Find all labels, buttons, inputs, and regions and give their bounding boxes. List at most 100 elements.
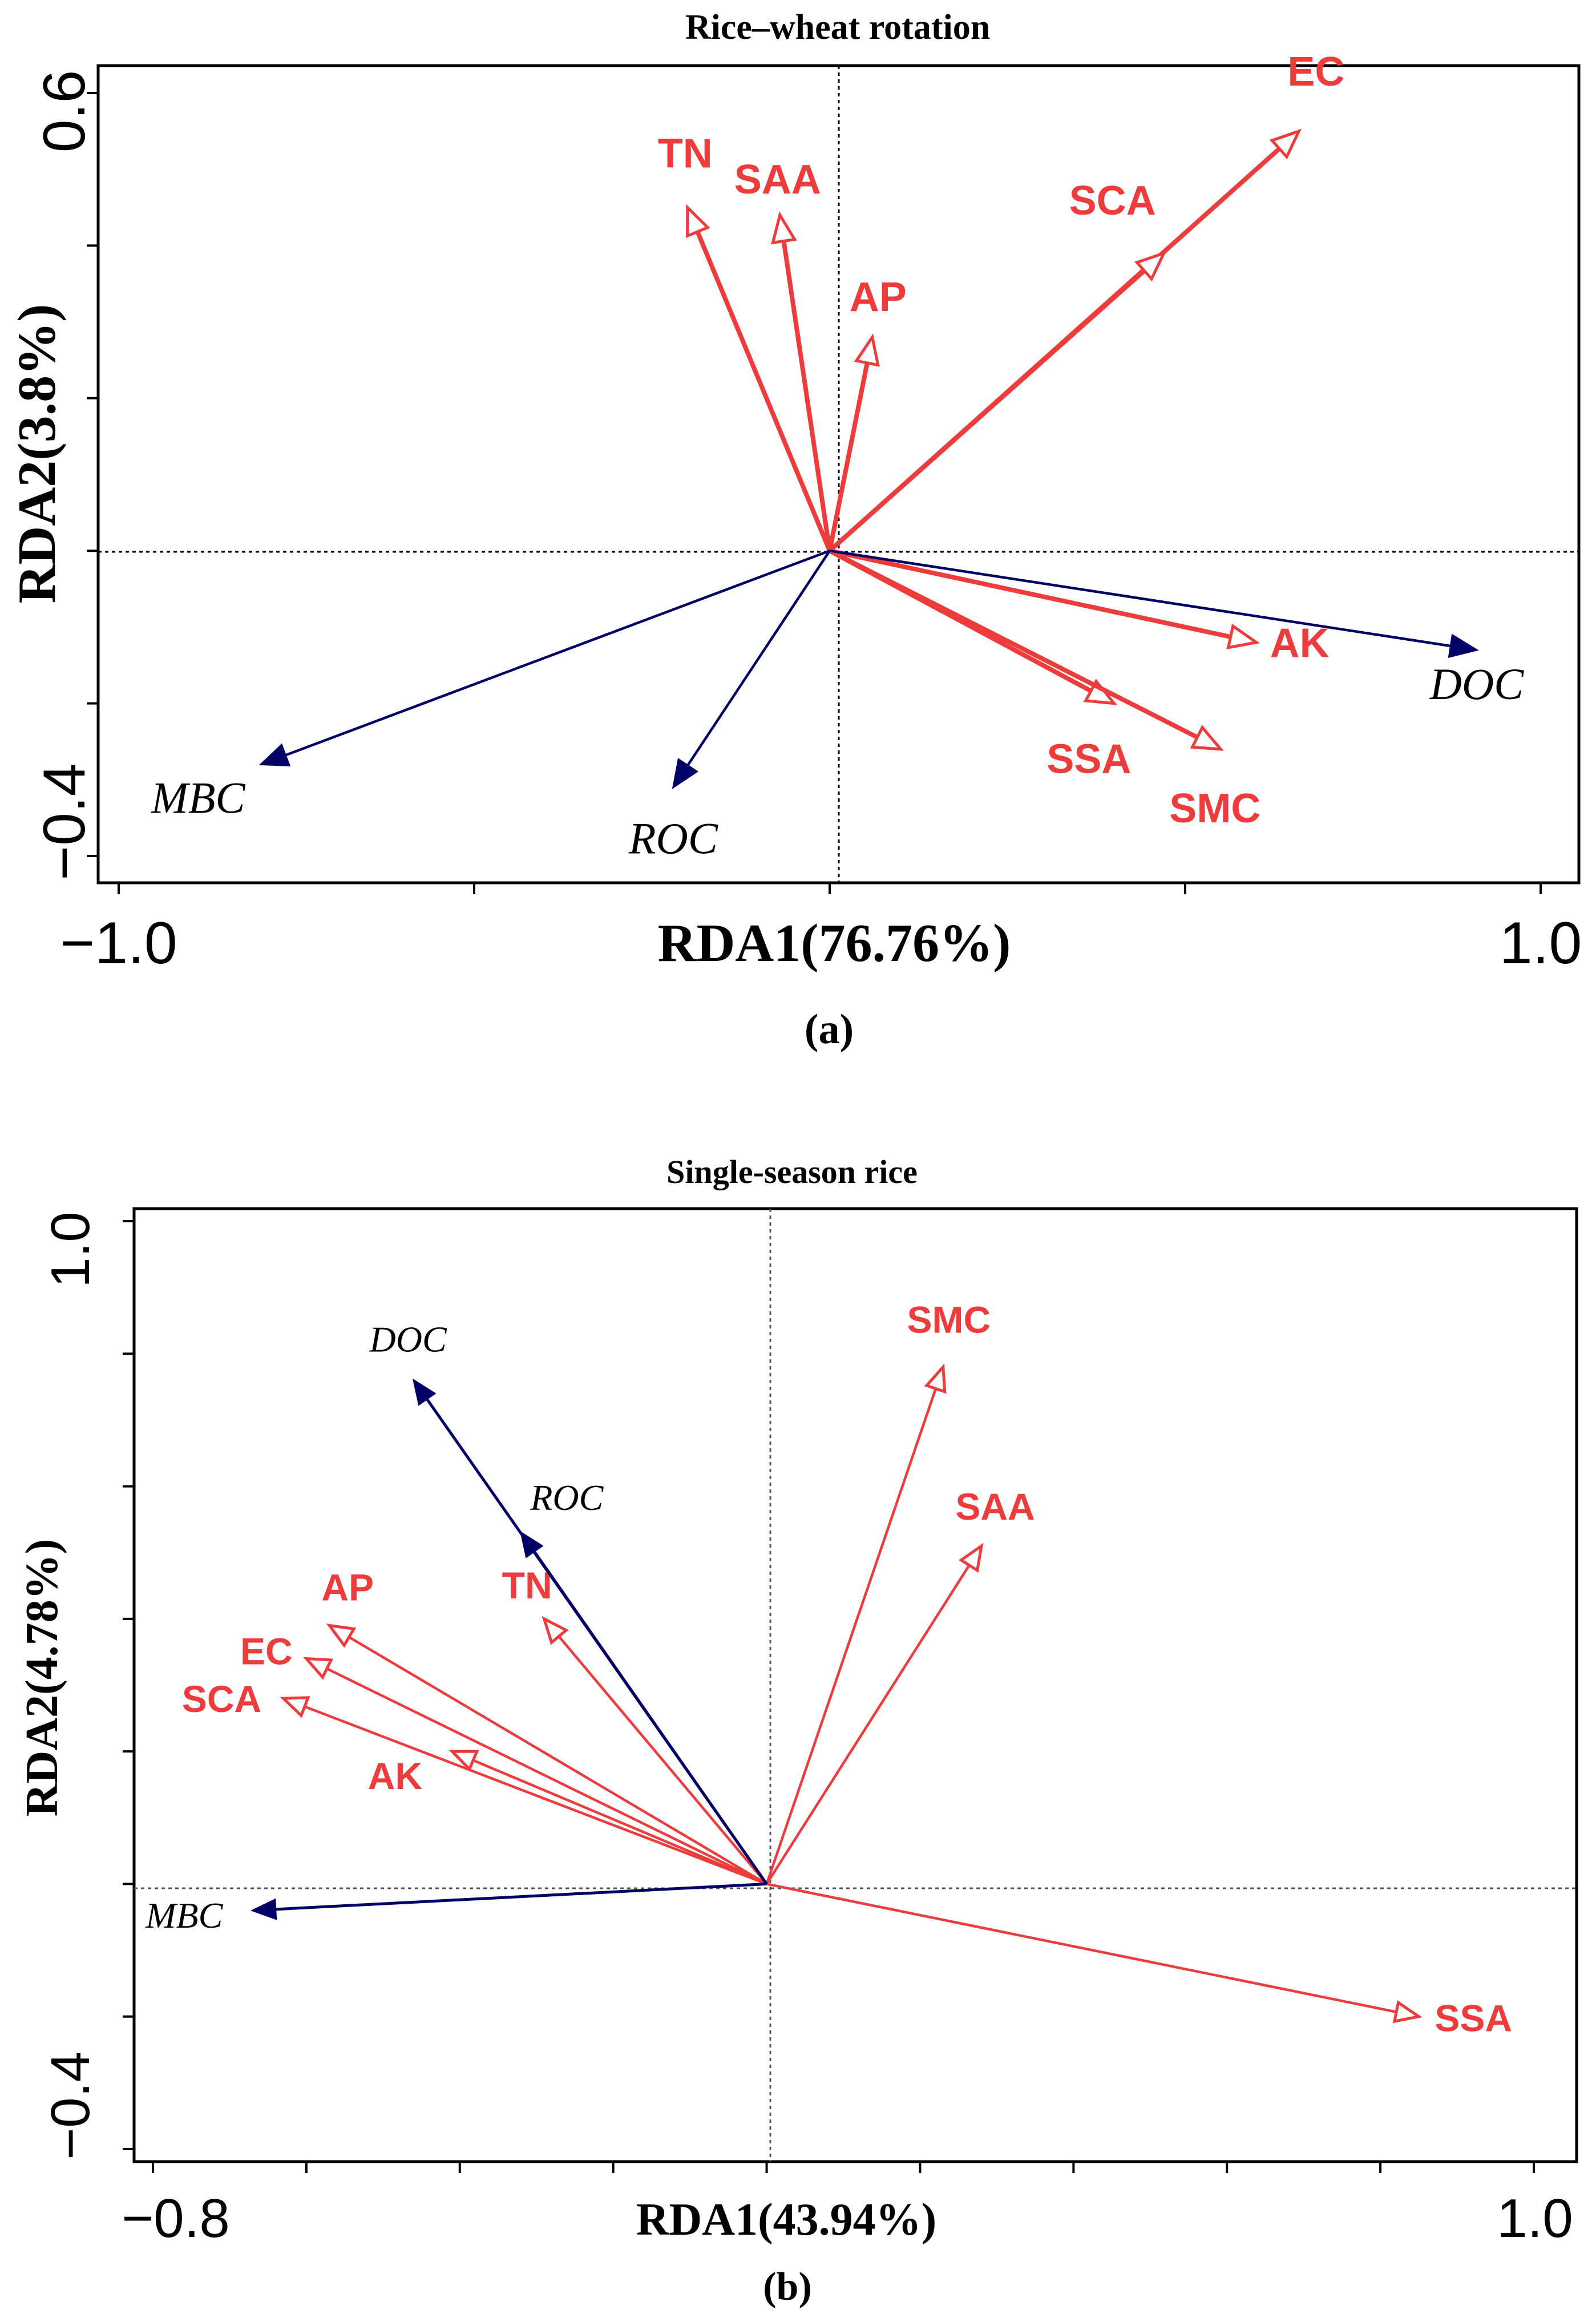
vector-label: TN xyxy=(658,131,713,177)
vector-label: SCA xyxy=(1069,178,1156,224)
soil-vector-saa: SAA xyxy=(765,1485,1035,1885)
vector-label: ROC xyxy=(530,1477,604,1518)
carbon-vector-doc: DOC xyxy=(829,549,1525,709)
soil-vector-ssa: SSA xyxy=(829,548,1131,782)
vector-label: DOC xyxy=(1429,659,1525,709)
x-tick-label-min: −0.8 xyxy=(122,2188,230,2249)
soil-vector-sca: SCA xyxy=(828,178,1167,553)
vector-label: AK xyxy=(1270,621,1330,667)
vector-arrowhead xyxy=(280,1696,310,1718)
vector-shaft xyxy=(766,1883,1397,2013)
vector-label: AP xyxy=(850,274,907,320)
vector-arrowhead xyxy=(1392,2000,1423,2024)
vector-shaft xyxy=(829,549,1451,648)
carbon-vector-roc: ROC xyxy=(520,1477,768,1885)
vector-label: SSA xyxy=(1047,737,1131,782)
vector-shaft xyxy=(829,548,1199,740)
vector-label: AK xyxy=(368,1755,423,1797)
vector-label: EC xyxy=(1287,49,1344,95)
vector-arrowhead xyxy=(449,1750,479,1772)
y-axis-title: RDA2(3.8%) xyxy=(7,304,67,604)
vector-label: SCA xyxy=(182,1678,261,1720)
chart-title: Rice–wheat rotation xyxy=(685,8,990,47)
y-tick-label-max: 1.0 xyxy=(40,1211,101,1287)
soil-vector-smc: SMC xyxy=(765,1299,991,1885)
chart-title: Single-season rice xyxy=(666,1153,918,1190)
vector-shaft xyxy=(765,1564,971,1885)
vector-arrowhead xyxy=(520,1530,544,1558)
panel-label: (b) xyxy=(763,2265,812,2309)
vector-label: EC xyxy=(240,1630,293,1673)
soil-vector-tn: TN xyxy=(502,1564,768,1885)
vector-arrowhead xyxy=(771,211,797,245)
vector-shaft xyxy=(781,240,832,551)
soil-vector-sca: SCA xyxy=(182,1678,767,1885)
vector-arrowhead xyxy=(326,1624,357,1648)
vector-arrowhead xyxy=(1190,725,1225,751)
vector-arrowhead xyxy=(854,333,880,367)
soil-vector-tn: TN xyxy=(658,131,832,552)
vector-label: SSA xyxy=(1435,1997,1512,2040)
soil-vector-ec: EC xyxy=(240,1630,767,1885)
axis-ticks xyxy=(123,1220,1535,2173)
vector-arrowhead xyxy=(542,1616,569,1645)
soil-vector-ak: AK xyxy=(368,1750,767,1885)
vector-shaft xyxy=(275,1882,767,1911)
y-tick-label-min: −0.4 xyxy=(40,2051,101,2160)
vector-label: DOC xyxy=(369,1319,447,1360)
vector-arrowhead xyxy=(258,743,291,767)
vector-arrowhead xyxy=(686,204,710,239)
vector-label: AP xyxy=(321,1566,374,1608)
x-tick-label-min: −1.0 xyxy=(60,910,177,976)
vector-arrowhead xyxy=(1269,128,1302,160)
vector-label: ROC xyxy=(628,814,718,863)
vector-shaft xyxy=(285,550,830,757)
vector-arrowhead xyxy=(303,1657,334,1680)
vector-shaft xyxy=(829,548,1231,639)
vector-label: TN xyxy=(502,1564,552,1606)
vector-arrowhead xyxy=(958,1542,984,1573)
vector-arrowhead xyxy=(924,1363,947,1394)
vector-arrowhead xyxy=(1448,633,1479,659)
axis-ticks xyxy=(87,92,1542,894)
panel-b: Single-season rice −0.8 1.0 1.0 −0.4 RDA… xyxy=(17,1153,1578,2309)
vector-shaft xyxy=(557,1635,768,1885)
vector-shaft xyxy=(686,550,831,766)
x-axis-title: RDA1(76.76%) xyxy=(658,914,1011,973)
vector-arrowhead xyxy=(250,1898,277,1920)
soil-vector-smc: SMC xyxy=(829,548,1260,831)
soil-vector-ak: AK xyxy=(829,548,1330,667)
soil-vector-ec: EC xyxy=(828,49,1344,553)
vector-arrowhead xyxy=(1226,623,1260,650)
vector-shaft xyxy=(828,269,1146,553)
vector-label: SMC xyxy=(907,1299,991,1341)
y-axis-title: RDA2(4.78%) xyxy=(17,1539,67,1817)
x-axis-title: RDA1(43.94%) xyxy=(636,2195,937,2245)
biplot-vectors: SMC SAA SSA TN AP EC SCA AK DOC ROC MBC xyxy=(145,1299,1512,2040)
vector-shaft xyxy=(695,231,832,552)
vector-shaft xyxy=(326,1667,767,1885)
panel-a: Rice–wheat rotation −1.0 1.0 0.6 −0.4 RD… xyxy=(7,8,1582,1053)
vector-arrowhead xyxy=(412,1378,437,1406)
vector-label: MBC xyxy=(151,773,246,823)
vector-label: MBC xyxy=(145,1895,223,1936)
vector-arrowhead xyxy=(1134,251,1167,282)
vector-shaft xyxy=(304,1705,767,1885)
soil-vector-saa: SAA xyxy=(734,157,832,551)
y-tick-label-max: 0.6 xyxy=(31,70,98,153)
carbon-vector-roc: ROC xyxy=(628,550,831,863)
vector-label: SAA xyxy=(734,157,821,203)
vector-shaft xyxy=(827,362,870,551)
carbon-vector-mbc: MBC xyxy=(145,1882,767,1936)
carbon-vector-mbc: MBC xyxy=(151,550,830,823)
plot-frame xyxy=(132,1207,1578,2163)
x-tick-label-max: 1.0 xyxy=(1497,2188,1573,2249)
panel-label: (a) xyxy=(805,1006,854,1053)
vector-arrowhead xyxy=(672,758,699,789)
vector-shaft xyxy=(533,1550,768,1885)
biplot-vectors: EC SCA TN SAA AP AK SSA SMC MBC ROC DOC xyxy=(151,49,1524,863)
y-tick-label-min: −0.4 xyxy=(31,763,98,880)
soil-vector-ap: AP xyxy=(827,274,907,551)
soil-vector-ssa: SSA xyxy=(766,1883,1512,2040)
